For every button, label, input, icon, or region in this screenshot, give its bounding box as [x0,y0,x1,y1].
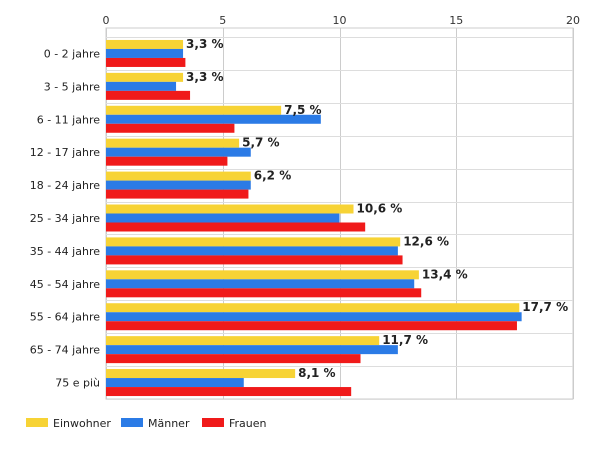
bars [106,39,522,397]
legend-swatch-einwohner [26,418,48,427]
x-tick-label: 10 [333,14,347,27]
bar-männer [106,345,398,355]
category-label: 3 - 5 jahre [44,80,101,93]
bar-frauen [106,123,235,133]
bar-männer [106,279,415,289]
bar-frauen [106,321,517,331]
bar-einwohner [106,270,419,280]
bar-männer [106,312,522,322]
bar-einwohner [106,303,520,313]
data-label: 12,6 % [403,234,449,248]
x-axis-ticks: 0 5 10 15 20 [103,14,581,27]
bar-einwohner [106,138,240,148]
bar-männer [106,378,244,388]
x-tick-label: 20 [566,14,580,27]
bar-frauen [106,288,422,298]
legend-label: Männer [148,417,190,430]
x-tick-label: 15 [449,14,463,27]
bar-frauen [106,354,361,364]
bar-frauen [106,57,186,67]
legend-swatch-frauen [202,418,224,427]
bar-männer [106,147,251,157]
data-label: 13,4 % [422,267,468,281]
x-tick-label: 5 [219,14,226,27]
data-labels: 3,3 % 3,3 % 7,5 % 5,7 % 6,2 % 10,6 % 12,6 % 13,… [186,37,568,380]
data-label: 10,6 % [357,202,403,216]
legend: Einwohner Männer Frauen [26,417,267,430]
legend-label: Einwohner [53,417,111,430]
data-label: 7,5 % [284,103,321,117]
data-label: 11,7 % [382,333,428,347]
bar-männer [106,114,321,124]
bar-frauen [106,189,249,199]
category-label: 0 - 2 jahre [44,47,101,60]
bar-einwohner [106,204,354,214]
bar-männer [106,48,184,58]
category-label: 12 - 17 jahre [30,146,101,159]
legend-label: Frauen [229,417,267,430]
data-label: 17,7 % [522,300,568,314]
category-label: 35 - 44 jahre [30,245,101,258]
bar-einwohner [106,39,184,49]
category-label: 65 - 74 jahre [30,344,101,357]
legend-swatch-männer [121,418,143,427]
bar-frauen [106,222,366,232]
category-label: 75 e più [55,377,100,390]
category-label: 18 - 24 jahre [30,179,101,192]
bar-frauen [106,255,403,265]
category-label: 55 - 64 jahre [30,311,101,324]
category-label: 25 - 34 jahre [30,212,101,225]
category-labels: 0 - 2 jahre 3 - 5 jahre 6 - 11 jahre 12 - 1… [30,47,101,389]
bar-einwohner [106,369,296,379]
data-label: 6,2 % [254,169,291,183]
data-label: 5,7 % [242,136,279,150]
bar-einwohner [106,237,401,247]
bar-frauen [106,156,228,166]
bar-frauen [106,387,352,397]
data-label: 3,3 % [186,70,223,84]
x-tick-label: 0 [103,14,110,27]
bar-männer [106,213,340,223]
grid-lines [105,27,574,400]
bar-einwohner [106,105,282,115]
bar-einwohner [106,171,251,181]
category-label: 6 - 11 jahre [37,113,101,126]
bar-einwohner [106,72,184,82]
bar-frauen [106,90,191,100]
bar-männer [106,180,251,190]
data-label: 8,1 % [298,366,335,380]
category-label: 45 - 54 jahre [30,278,101,291]
bar-einwohner [106,336,380,346]
bar-männer [106,246,398,256]
data-label: 3,3 % [186,37,223,51]
bar-männer [106,81,177,91]
